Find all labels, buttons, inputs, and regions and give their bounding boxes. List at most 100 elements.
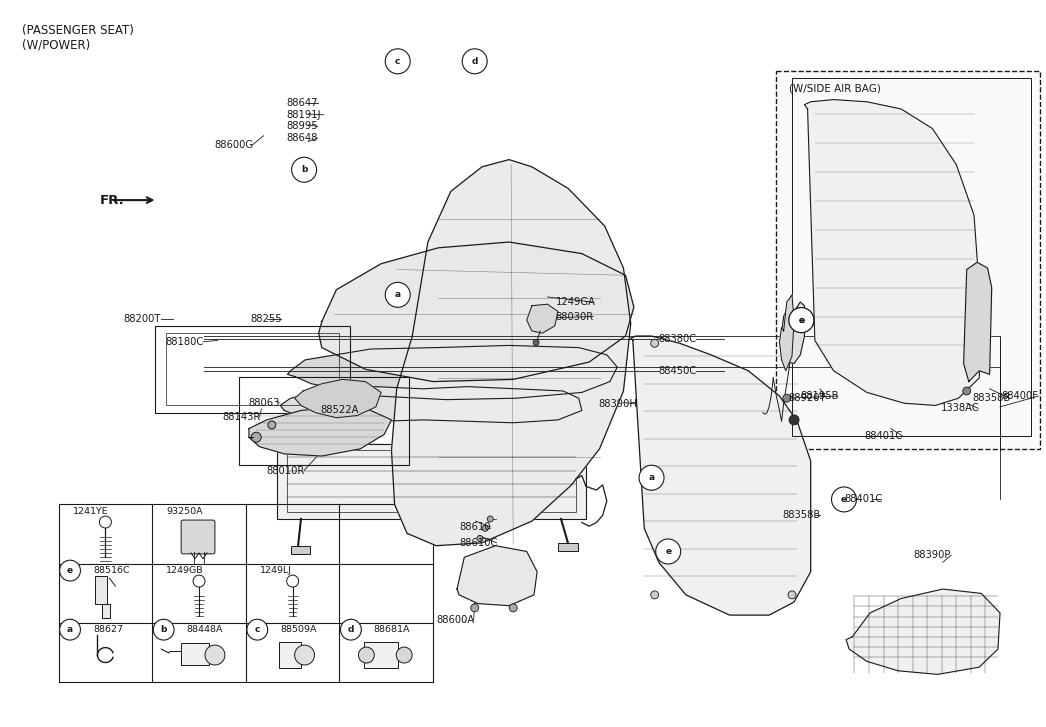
Text: 1338AC: 1338AC — [940, 403, 979, 414]
Circle shape — [385, 282, 410, 308]
Circle shape — [962, 387, 971, 395]
Text: d: d — [472, 57, 478, 65]
Text: 1241YE: 1241YE — [72, 507, 109, 516]
Polygon shape — [631, 336, 811, 615]
Circle shape — [788, 340, 796, 348]
Text: 88063: 88063 — [248, 398, 279, 408]
Circle shape — [60, 619, 81, 640]
Polygon shape — [846, 589, 1000, 675]
Polygon shape — [527, 304, 558, 333]
Text: 88255: 88255 — [250, 313, 281, 324]
Text: a: a — [67, 625, 73, 634]
Text: 88401C: 88401C — [865, 431, 903, 441]
Polygon shape — [781, 302, 804, 364]
Circle shape — [268, 421, 276, 429]
Text: 88920T: 88920T — [789, 393, 826, 403]
Text: 88200T: 88200T — [123, 313, 160, 324]
Bar — [364, 642, 399, 668]
Circle shape — [832, 487, 857, 512]
Circle shape — [782, 394, 791, 402]
Text: 88627: 88627 — [93, 625, 123, 634]
Text: a: a — [649, 473, 655, 482]
Text: 88600G: 88600G — [214, 140, 254, 150]
Text: 88516C: 88516C — [93, 566, 130, 575]
Text: 88195B: 88195B — [800, 391, 839, 401]
Circle shape — [482, 526, 488, 531]
Circle shape — [462, 49, 487, 73]
Circle shape — [99, 516, 111, 528]
Bar — [95, 576, 108, 604]
Circle shape — [788, 591, 796, 599]
Circle shape — [639, 465, 664, 490]
Text: 88380C: 88380C — [659, 334, 697, 344]
Text: 88522A: 88522A — [321, 406, 359, 416]
Polygon shape — [963, 262, 992, 382]
Text: 1249GA: 1249GA — [555, 297, 596, 307]
Circle shape — [194, 575, 205, 587]
FancyBboxPatch shape — [181, 520, 214, 554]
Polygon shape — [295, 379, 381, 418]
Circle shape — [487, 516, 494, 522]
Text: 88390P: 88390P — [914, 550, 951, 560]
Polygon shape — [249, 407, 391, 456]
Text: 88448A: 88448A — [186, 625, 223, 634]
Text: 88358B: 88358B — [972, 393, 1010, 403]
Text: 88010R: 88010R — [267, 465, 304, 475]
Circle shape — [789, 308, 814, 333]
Text: 88030R: 88030R — [555, 311, 594, 321]
Circle shape — [60, 561, 81, 581]
Text: 88509A: 88509A — [280, 625, 317, 634]
Text: 88143R: 88143R — [222, 412, 260, 422]
Text: (W/POWER): (W/POWER) — [22, 39, 90, 52]
Circle shape — [205, 645, 225, 665]
Text: 88450C: 88450C — [659, 366, 697, 376]
Text: 88401C: 88401C — [844, 494, 882, 505]
Circle shape — [385, 49, 410, 73]
Text: c: c — [395, 57, 401, 65]
Text: (W/SIDE AIR BAG): (W/SIDE AIR BAG) — [789, 84, 881, 94]
Circle shape — [533, 340, 539, 345]
Circle shape — [295, 645, 315, 665]
Text: 88995: 88995 — [287, 121, 318, 132]
Circle shape — [396, 647, 412, 663]
Text: e: e — [798, 316, 804, 325]
Text: 88390H: 88390H — [598, 399, 637, 409]
Bar — [776, 71, 1040, 449]
Text: 93250A: 93250A — [166, 507, 203, 516]
Circle shape — [651, 591, 659, 599]
Text: b: b — [160, 625, 167, 634]
Bar — [181, 643, 209, 665]
Bar — [156, 326, 349, 413]
Text: 88358B: 88358B — [782, 510, 821, 521]
Circle shape — [251, 433, 262, 442]
Polygon shape — [280, 387, 582, 423]
Circle shape — [656, 539, 681, 564]
Text: d: d — [347, 625, 355, 634]
Polygon shape — [804, 100, 981, 406]
Bar — [165, 333, 340, 406]
Text: 1249GB: 1249GB — [166, 566, 204, 575]
Circle shape — [789, 308, 814, 333]
Text: 88600A: 88600A — [436, 615, 475, 625]
Circle shape — [287, 575, 298, 587]
Bar — [792, 78, 1031, 435]
Text: b: b — [301, 165, 308, 174]
Circle shape — [359, 647, 374, 663]
Bar — [277, 444, 586, 519]
Text: 88648: 88648 — [287, 133, 318, 143]
Text: a: a — [394, 290, 401, 300]
Text: c: c — [254, 625, 260, 634]
Circle shape — [154, 619, 174, 640]
Polygon shape — [288, 345, 617, 400]
Polygon shape — [457, 546, 537, 606]
Bar — [558, 543, 577, 551]
Bar — [238, 377, 409, 465]
Text: (PASSENGER SEAT): (PASSENGER SEAT) — [22, 25, 134, 37]
Bar — [278, 642, 300, 668]
Circle shape — [509, 604, 517, 612]
Circle shape — [651, 340, 659, 348]
Bar — [291, 546, 311, 554]
Text: e: e — [798, 316, 804, 325]
Text: FR.: FR. — [100, 193, 124, 206]
Circle shape — [247, 619, 268, 640]
